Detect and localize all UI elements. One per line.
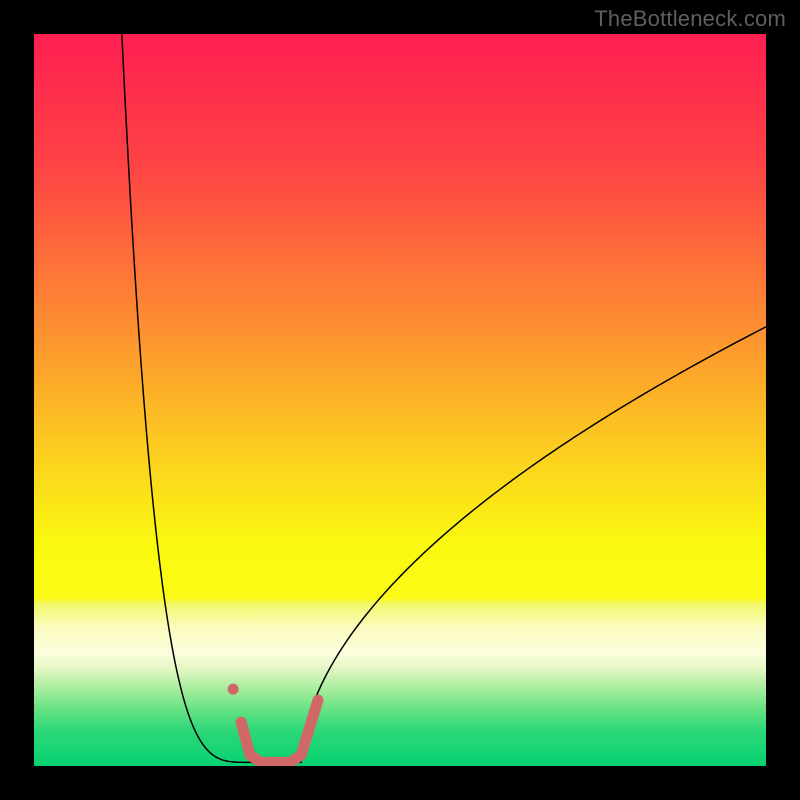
- chart-root: TheBottleneck.com: [0, 0, 800, 800]
- watermark-text: TheBottleneck.com: [594, 6, 786, 32]
- highlight-marker-icon: [228, 684, 239, 695]
- bottleneck-curve-chart: [34, 34, 766, 766]
- plot-area: [34, 34, 766, 766]
